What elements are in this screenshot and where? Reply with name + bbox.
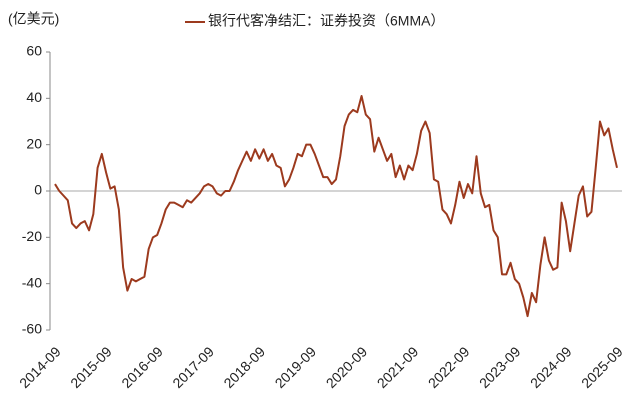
legend-label: 银行代客净结汇：证券投资（6MMA） [208, 13, 444, 29]
x-tick-label: 2016-09 [118, 343, 166, 391]
x-tick-label: 2018-09 [220, 343, 268, 391]
y-tick-label: -20 [22, 228, 42, 244]
y-axis-label: (亿美元) [8, 11, 59, 27]
y-tick-label: 60 [26, 43, 42, 59]
y-tick-label: -40 [22, 274, 42, 290]
x-tick-label: 2017-09 [169, 343, 217, 391]
x-tick-label: 2024-09 [527, 343, 575, 391]
x-tick-label: 2015-09 [67, 343, 115, 391]
y-tick-label: 20 [26, 135, 42, 151]
y-tick-label: 40 [26, 89, 42, 105]
x-tick-label: 2019-09 [272, 343, 320, 391]
x-tick-label: 2020-09 [323, 343, 371, 391]
line [54, 95, 618, 318]
y-tick-label: 0 [34, 182, 42, 198]
x-tick-label: 2025-09 [578, 343, 626, 391]
x-tick-label: 2022-09 [425, 343, 473, 391]
x-tick-label: 2023-09 [476, 343, 524, 391]
x-tick-label: 2014-09 [16, 343, 64, 391]
y-tick-label: -60 [22, 321, 42, 337]
x-tick-label: 2021-09 [374, 343, 422, 391]
